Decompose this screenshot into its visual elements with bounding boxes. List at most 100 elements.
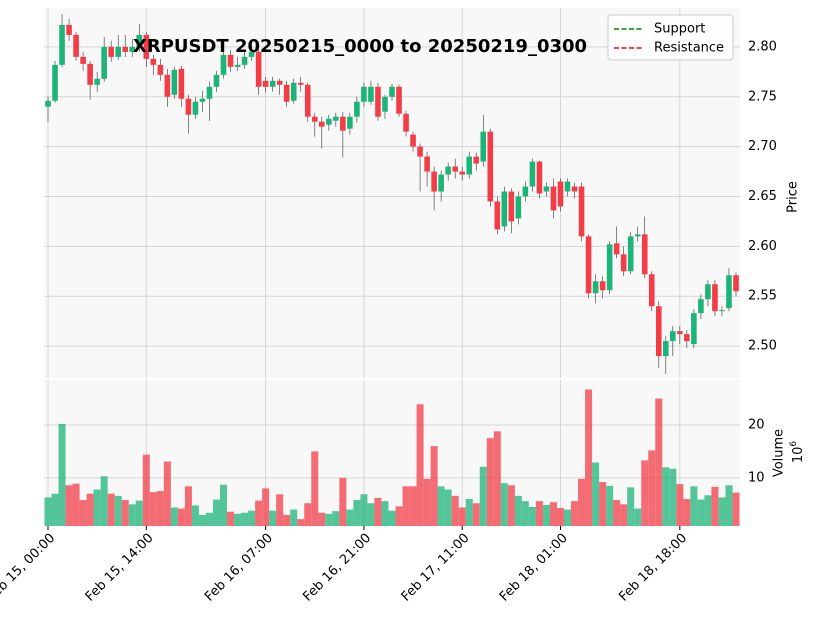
candle-body (459, 171, 466, 175)
candle-body (389, 86, 395, 97)
candle-body (634, 234, 641, 237)
volume-bar (381, 501, 389, 526)
volume-bar (234, 513, 242, 526)
candle-body (347, 116, 353, 129)
volume-bar (184, 486, 192, 526)
candle-body (641, 234, 648, 275)
candle-body (571, 186, 578, 192)
candle-body (220, 54, 227, 75)
volume-bar (44, 497, 52, 526)
candle-body (157, 64, 164, 75)
volume-bar (514, 495, 522, 526)
x-tick-label: Feb 15, 00:00 (0, 531, 58, 605)
candle-body (326, 118, 332, 125)
volume-bar (325, 513, 333, 526)
volume-bar (339, 477, 347, 526)
volume-bar (458, 507, 466, 526)
y-tick-label: 2.50 (748, 339, 777, 354)
volume-bar (72, 483, 80, 526)
candle-body (403, 113, 409, 132)
candle-body (417, 146, 423, 157)
candle-body (213, 74, 220, 87)
candle-body (733, 275, 739, 292)
candle-body (606, 244, 613, 291)
volume-bar (276, 494, 284, 526)
volume-bar (641, 460, 649, 526)
volume-bar (416, 404, 424, 526)
volume-bar (283, 514, 291, 526)
candle-body (522, 186, 529, 197)
candle-body (543, 186, 550, 192)
x-tick-label: Feb 18, 18:00 (616, 531, 690, 605)
volume-bar (255, 500, 263, 526)
volume-bar (613, 500, 621, 526)
volume-bar (634, 508, 642, 526)
volume-bar (163, 461, 171, 526)
candle-body (627, 236, 634, 272)
volume-bar (114, 495, 122, 526)
candle-body (368, 86, 374, 102)
candle-body (206, 86, 213, 99)
volume-bar (297, 519, 305, 526)
volume-bar (51, 493, 59, 526)
volume-bar (556, 508, 564, 526)
candle-body (248, 51, 255, 57)
candle-body (662, 341, 669, 357)
volume-bar (493, 431, 501, 526)
candle-body (494, 201, 501, 230)
legend-label: Support (654, 22, 705, 37)
volume-bar (241, 512, 249, 526)
candle-body (354, 101, 360, 117)
candle-body (445, 166, 451, 175)
candle-body (87, 63, 93, 85)
candle-body (557, 181, 564, 207)
candle-body (466, 156, 473, 175)
candle-body (101, 46, 107, 79)
volume-axis-label: Volume (772, 429, 787, 477)
candle-body (115, 46, 122, 57)
candle-body (311, 116, 318, 122)
volume-bar (500, 483, 508, 526)
volume-bar (135, 500, 143, 526)
volume-bar (149, 492, 157, 526)
volume-bar (318, 512, 326, 526)
chart-title: XRPUSDT 20250215_0000 to 20250219_0300 (133, 36, 587, 57)
candle-body (536, 161, 543, 194)
volume-bar (311, 451, 319, 526)
candle-body (361, 86, 367, 102)
volume-bar (648, 450, 656, 526)
candle-body (529, 161, 536, 187)
candle-body (599, 281, 606, 291)
candle-body (438, 174, 444, 192)
candle-body (241, 56, 248, 65)
volume-bar (156, 491, 164, 526)
volume-bar (220, 484, 228, 526)
volume-bar (535, 501, 543, 526)
legend: Support Resistance (607, 14, 734, 61)
volume-bar (542, 504, 550, 526)
legend-label: Resistance (654, 41, 724, 56)
candle-body (480, 131, 487, 162)
volume-bar (304, 503, 312, 526)
volume-bar (578, 478, 586, 526)
candle-body (508, 191, 515, 222)
candle-body (515, 196, 522, 219)
volume-offset-exponent: 6 (789, 441, 799, 447)
volume-bar (655, 398, 663, 526)
volume-bar (332, 511, 340, 526)
y-tick-label: 2.65 (748, 189, 777, 204)
volume-bar (592, 462, 600, 526)
candle-body (143, 34, 150, 59)
candle-body (129, 46, 136, 52)
volume-bar (93, 489, 101, 526)
volume-bar (451, 495, 459, 526)
volume-bar (669, 468, 677, 526)
volume-bar (409, 486, 417, 526)
candle-body (592, 281, 599, 294)
volume-bar (676, 484, 684, 526)
volume-bar (479, 466, 487, 526)
x-tick-label: Feb 17, 11:00 (399, 531, 473, 605)
candle-body (94, 78, 100, 85)
volume-bar (388, 510, 396, 526)
